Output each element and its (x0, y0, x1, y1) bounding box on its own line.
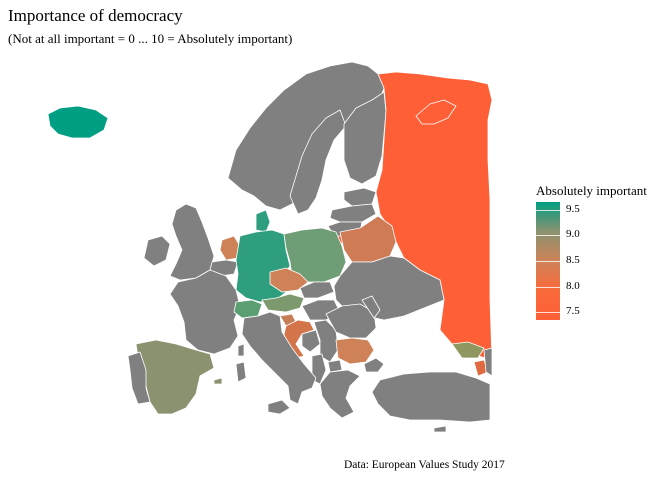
region-georgia (451, 341, 485, 359)
region-france (169, 269, 241, 355)
region-turkey-europe (363, 357, 385, 373)
region-portugal (127, 351, 151, 405)
region-denmark (255, 209, 271, 233)
region-sicily (267, 399, 291, 415)
legend-tick-label: 9.0 (566, 228, 580, 241)
region-azerbaijan (483, 347, 493, 377)
region-bosnia (301, 329, 321, 353)
region-cyprus (433, 425, 447, 433)
legend-tick-mark (536, 235, 560, 237)
legend-tick-label: 9.5 (566, 202, 580, 215)
region-serbia (313, 319, 339, 363)
region-ireland (143, 235, 171, 267)
region-moldova (361, 295, 381, 319)
region-austria (261, 293, 305, 313)
region-finland (343, 91, 387, 185)
region-sweden (289, 109, 347, 215)
region-sardinia (235, 361, 247, 383)
region-balearic (213, 377, 223, 385)
legend-tick-mark (536, 209, 560, 211)
region-bulgaria (335, 337, 375, 365)
legend-tick-mark (536, 286, 560, 288)
region-turkey (371, 371, 491, 423)
region-belarus (339, 215, 397, 263)
region-russia-island (415, 99, 457, 125)
region-corsica (237, 343, 245, 357)
data-source-caption: Data: European Values Study 2017 (344, 459, 505, 471)
region-latvia (329, 203, 377, 223)
legend-tick-mark (536, 261, 560, 262)
region-czechia (269, 267, 309, 293)
legend-tick-label: 8.0 (566, 279, 580, 292)
region-north-macedonia (327, 359, 343, 373)
legend-tick-label: 7.5 (566, 305, 580, 318)
region-italy (241, 311, 317, 405)
legend-title: Absolutely important (536, 183, 647, 198)
region-estonia (343, 187, 377, 207)
map-subtitle: (Not at all important = 0 ... 10 = Absol… (8, 31, 293, 46)
legend-tick-label: 8.5 (566, 254, 580, 266)
region-iceland (47, 105, 109, 139)
region-uk (169, 203, 215, 281)
region-switzerland (233, 299, 263, 319)
region-romania (325, 303, 377, 339)
map-title: Importance of democracy (8, 6, 183, 25)
region-greece (319, 369, 361, 419)
legend-tick-mark (536, 312, 560, 314)
